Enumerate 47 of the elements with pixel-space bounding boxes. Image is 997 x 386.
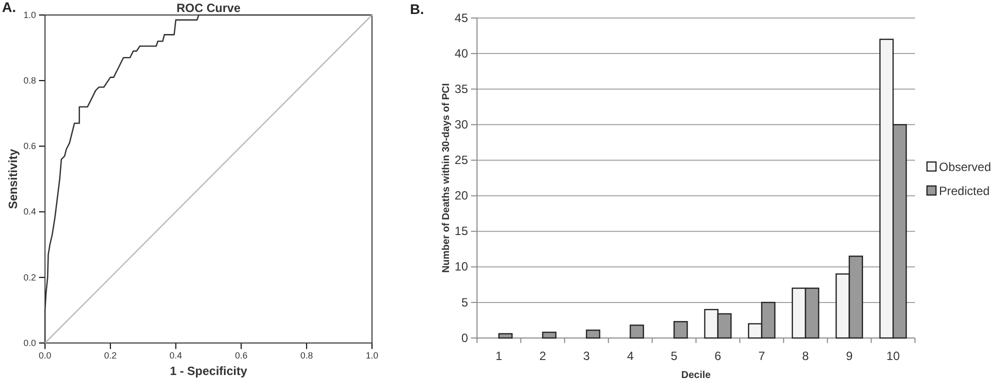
chart-title: ROC Curve xyxy=(176,1,241,15)
bar xyxy=(586,330,600,339)
y-tick-label: 45 xyxy=(454,10,468,25)
y-tick-label: 10 xyxy=(454,260,468,274)
x-tick-label: 8 xyxy=(802,349,810,363)
y-tick-label: 20 xyxy=(454,188,468,203)
x-tick-label: 9 xyxy=(846,349,853,363)
x-tick-label: 0.0 xyxy=(38,350,52,360)
x-tick-label: 10 xyxy=(886,349,900,363)
x-axis-title: 1 - Specificity xyxy=(170,364,248,378)
x-tick-label: 3 xyxy=(583,349,590,363)
y-axis-title: Sensitivity xyxy=(6,148,20,210)
legend-label: Predicted xyxy=(939,184,990,198)
y-tick-label: 5 xyxy=(461,295,468,310)
x-axis-title: Decile xyxy=(681,370,712,381)
x-tick-label: 4 xyxy=(626,349,634,363)
y-tick-label: 0.0 xyxy=(23,338,36,348)
y-tick-label: 15 xyxy=(454,224,468,238)
text: A. xyxy=(2,0,16,15)
x-tick-label: 5 xyxy=(670,349,678,363)
y-tick-label: 40 xyxy=(454,46,468,60)
y-tick-label: 0.2 xyxy=(23,272,36,282)
x-tick-label: 2 xyxy=(539,349,546,363)
x-tick-label: 6 xyxy=(714,349,722,363)
y-tick-label: 25 xyxy=(454,153,468,168)
y-tick-label: 0.4 xyxy=(23,206,36,217)
x-tick-label: 0.6 xyxy=(234,350,248,360)
y-tick-label: 0 xyxy=(461,330,468,345)
y-axis-title: Number of Deaths within 30-days of PCI xyxy=(441,83,452,273)
bar xyxy=(542,332,556,339)
y-tick-label: 30 xyxy=(454,118,468,132)
x-tick-label: 1.0 xyxy=(366,350,378,360)
y-tick-label: 35 xyxy=(454,82,468,96)
bar xyxy=(674,321,688,339)
bar xyxy=(498,333,513,339)
x-tick-label: 1 xyxy=(496,349,503,363)
x-tick-label: 7 xyxy=(758,349,766,363)
line-series xyxy=(44,14,373,344)
x-tick-label: 0.2 xyxy=(104,350,117,360)
x-tick-label: 0.4 xyxy=(170,350,182,360)
legend-label: Observed xyxy=(939,160,992,174)
y-tick-label: 0.6 xyxy=(23,141,36,152)
x-tick-label: 0.8 xyxy=(300,350,313,360)
bar xyxy=(630,324,644,339)
y-tick-label: 1.0 xyxy=(23,10,36,20)
text: B. xyxy=(410,1,424,17)
y-tick-label: 0.8 xyxy=(23,75,36,86)
